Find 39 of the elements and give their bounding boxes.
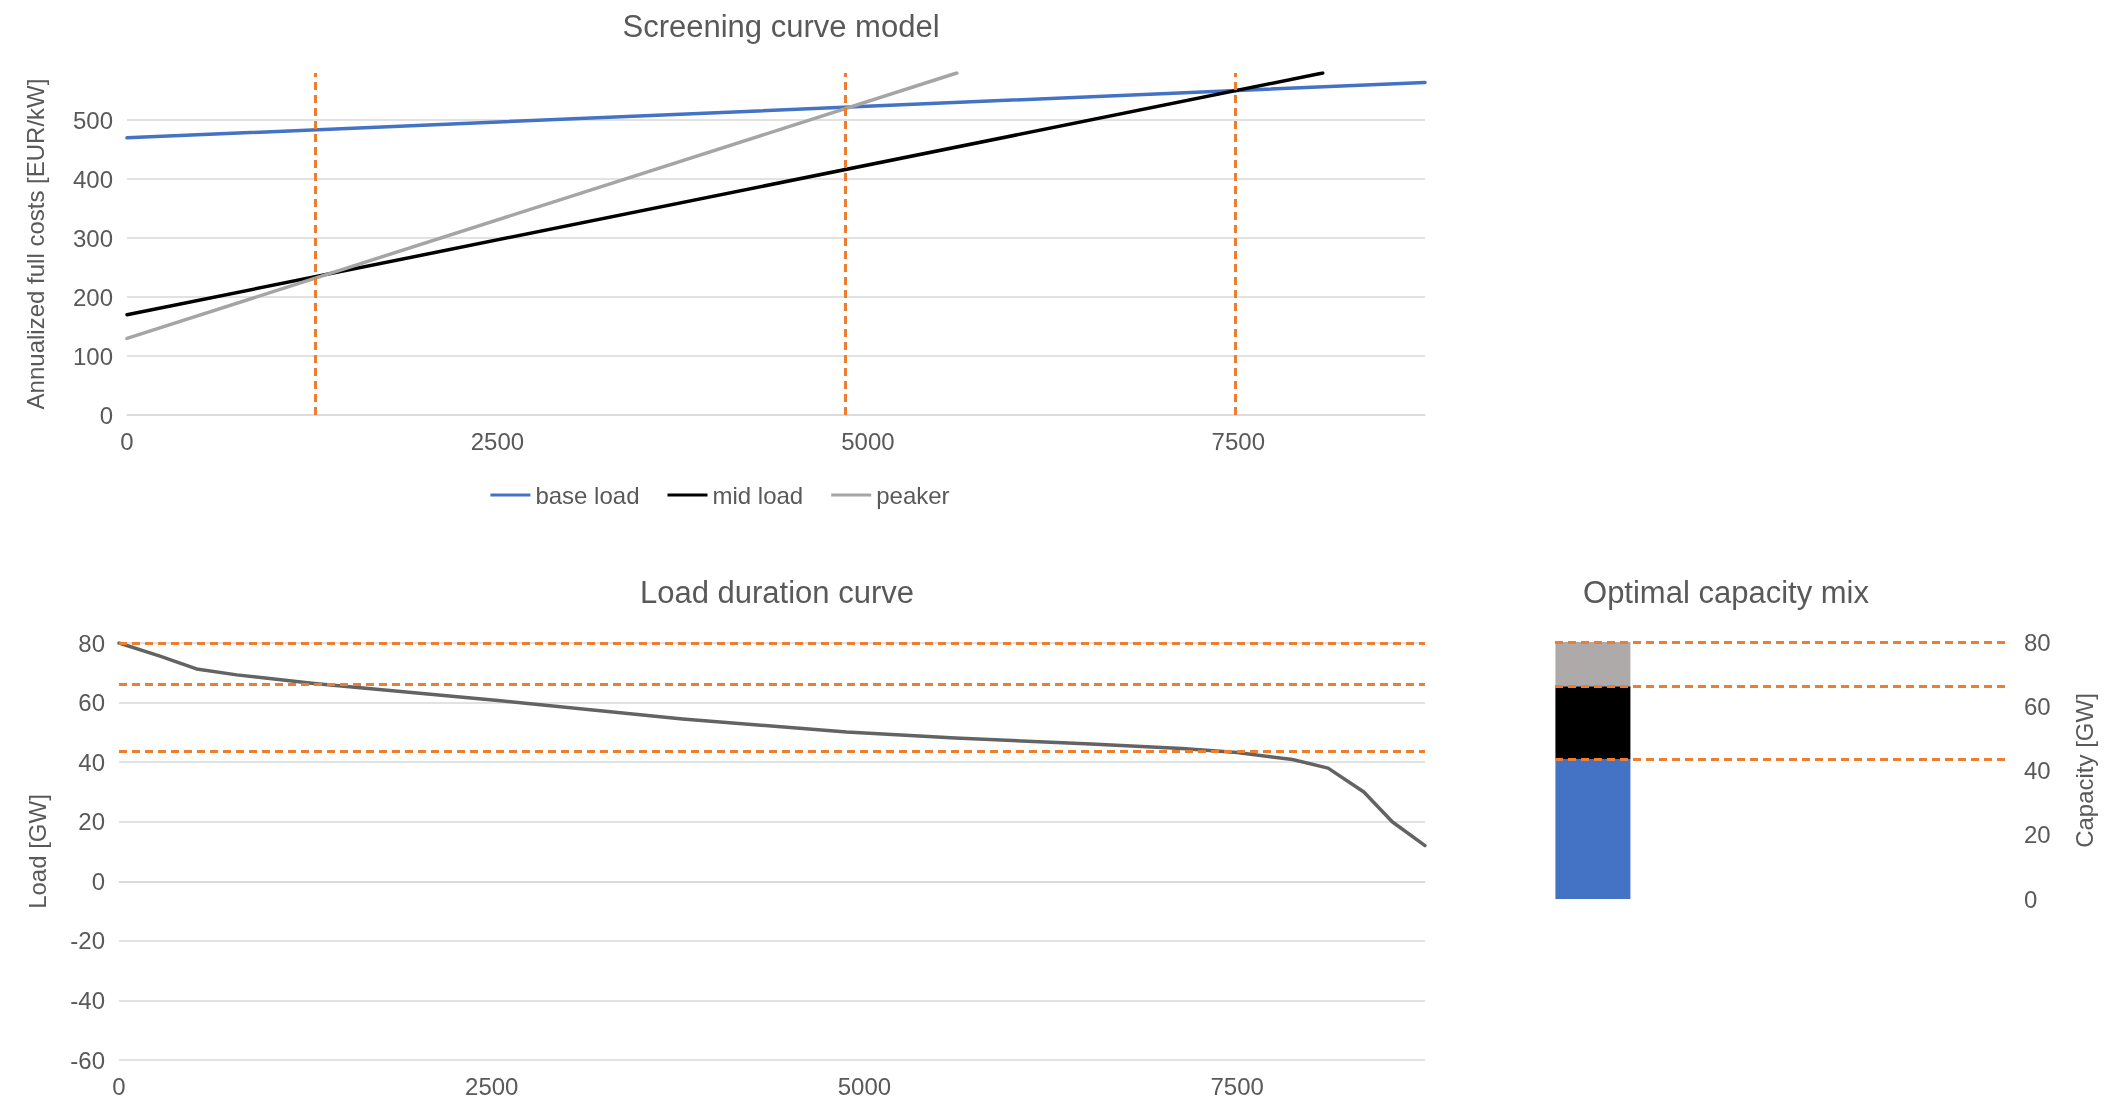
chart-title: Optimal capacity mix (1583, 575, 1870, 610)
y-axis-title: Load [GW] (23, 794, 51, 909)
y-tick-label: 60 (2024, 692, 2051, 720)
y-tick-label: -20 (70, 927, 105, 955)
y-tick-label: 300 (72, 224, 113, 252)
chart-title: Screening curve model (622, 9, 940, 44)
bar (1555, 642, 1631, 687)
x-tick-label: 7500 (1210, 1072, 1264, 1098)
y-tick-label: 40 (78, 748, 105, 776)
x-tick-label: 7500 (1211, 427, 1265, 455)
x-tick-label: 5000 (837, 1072, 892, 1098)
line-series (117, 641, 1427, 848)
y-tick-label: 0 (91, 867, 105, 895)
y-tick-label: -40 (70, 986, 105, 1014)
x-tick-label: 2500 (465, 1072, 519, 1098)
y-tick-label: 400 (72, 165, 113, 193)
y-tick-label: 100 (72, 342, 113, 370)
y-tick-label: 200 (72, 283, 113, 311)
x-tick-label: 0 (120, 427, 134, 455)
y-tick-label: 500 (72, 106, 113, 134)
y-axis-title: Capacity [GW] (2070, 693, 2098, 848)
y-tick-label: 60 (78, 689, 105, 717)
legend-label: peaker (876, 481, 950, 509)
legend-label: mid load (712, 481, 804, 509)
y-tick-label: 80 (78, 629, 105, 657)
y-tick-label: 80 (2024, 628, 2051, 656)
y-tick-label: 0 (99, 401, 113, 429)
y-tick-label: 20 (78, 808, 105, 836)
y-tick-label: -60 (70, 1046, 105, 1074)
chart-title: Load duration curve (639, 575, 915, 610)
y-tick-label: 0 (2024, 885, 2038, 913)
bar (1555, 686, 1631, 760)
x-tick-label: 5000 (841, 427, 895, 455)
y-tick-label: 20 (2024, 821, 2051, 849)
x-tick-label: 2500 (470, 427, 525, 455)
bar (1555, 759, 1631, 899)
legend-label: base load (535, 481, 640, 509)
y-axis-title: Annualized full costs [EUR/kW] (21, 78, 49, 410)
y-tick-label: 40 (2024, 757, 2051, 784)
